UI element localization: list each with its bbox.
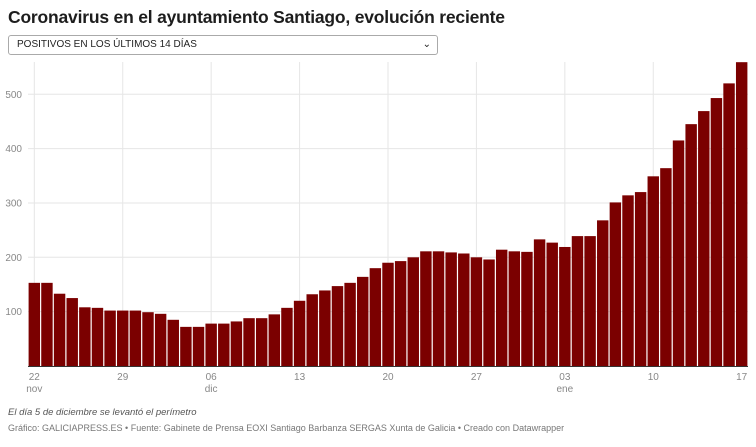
bar bbox=[306, 294, 318, 366]
bar bbox=[79, 307, 91, 366]
bar bbox=[243, 318, 255, 366]
x-tick-month: ene bbox=[556, 384, 573, 395]
x-tick-month: dic bbox=[205, 384, 218, 395]
bar bbox=[41, 282, 53, 366]
x-tick-label: 10 bbox=[648, 372, 660, 383]
bar bbox=[154, 313, 167, 366]
bar bbox=[319, 290, 331, 366]
bar bbox=[382, 262, 394, 366]
bar bbox=[584, 236, 596, 366]
bar bbox=[420, 251, 432, 366]
bar bbox=[91, 307, 104, 366]
chart-credit: Gráfico: GALICIAPRESS.ES • Fuente: Gabin… bbox=[8, 423, 565, 433]
y-tick-label: 400 bbox=[5, 144, 22, 155]
bar bbox=[647, 176, 659, 366]
bar bbox=[255, 318, 268, 366]
bar bbox=[546, 242, 558, 366]
bar bbox=[660, 168, 672, 366]
bar bbox=[508, 251, 521, 366]
bar bbox=[331, 286, 344, 366]
bar bbox=[735, 62, 748, 366]
bar bbox=[167, 319, 179, 366]
y-tick-label: 500 bbox=[5, 90, 22, 101]
bar bbox=[622, 195, 634, 366]
x-tick-label: 13 bbox=[294, 372, 306, 383]
bar bbox=[432, 251, 445, 366]
bar bbox=[344, 282, 356, 366]
chevron-down-icon: ⌄ bbox=[422, 39, 431, 50]
bar bbox=[571, 236, 584, 366]
bar bbox=[533, 239, 546, 366]
bar bbox=[230, 321, 243, 366]
bar bbox=[495, 249, 508, 366]
chart-note: El día 5 de diciembre se levantó el perí… bbox=[8, 407, 197, 418]
x-tick-label: 29 bbox=[117, 372, 129, 383]
bar bbox=[281, 307, 293, 366]
bar bbox=[470, 257, 483, 366]
bar bbox=[104, 310, 116, 366]
bar bbox=[723, 83, 735, 366]
bar bbox=[559, 246, 571, 366]
bar bbox=[66, 298, 78, 366]
bar bbox=[218, 323, 230, 366]
bar bbox=[458, 253, 470, 366]
x-tick-label: 20 bbox=[382, 372, 394, 383]
bar bbox=[698, 111, 710, 366]
bar bbox=[634, 192, 647, 366]
metric-select[interactable]: POSITIVOS EN LOS ÚLTIMOS 14 DÍAS ⌄ bbox=[8, 35, 438, 55]
y-tick-label: 200 bbox=[5, 253, 22, 264]
x-tick-month: nov bbox=[26, 384, 42, 395]
bar bbox=[205, 323, 217, 366]
bar bbox=[521, 251, 533, 366]
bar bbox=[28, 282, 41, 366]
x-tick-label: 22 bbox=[29, 372, 41, 383]
bar bbox=[53, 293, 66, 366]
bar bbox=[483, 259, 495, 366]
bar bbox=[369, 268, 382, 366]
metric-select-value: POSITIVOS EN LOS ÚLTIMOS 14 DÍAS bbox=[17, 39, 197, 50]
bar bbox=[192, 326, 205, 366]
x-tick-label: 06 bbox=[206, 372, 218, 383]
y-tick-label: 100 bbox=[5, 307, 22, 318]
bar bbox=[117, 310, 129, 366]
bar bbox=[672, 140, 685, 366]
bar bbox=[710, 98, 723, 366]
bar bbox=[597, 220, 609, 366]
chart-title: Coronavirus en el ayuntamiento Santiago,… bbox=[8, 7, 505, 27]
bar bbox=[180, 326, 192, 366]
x-tick-label: 27 bbox=[471, 372, 483, 383]
bar bbox=[357, 276, 369, 366]
y-tick-label: 300 bbox=[5, 198, 22, 209]
x-tick-label: 03 bbox=[559, 372, 571, 383]
bar bbox=[407, 257, 419, 366]
bar bbox=[445, 252, 457, 366]
bar bbox=[129, 310, 142, 366]
bar bbox=[685, 124, 697, 366]
bar bbox=[609, 202, 622, 366]
bar bbox=[268, 314, 281, 366]
bar bbox=[142, 312, 154, 366]
bar bbox=[293, 300, 306, 366]
bar bbox=[394, 261, 407, 366]
x-tick-label: 17 bbox=[736, 372, 748, 383]
